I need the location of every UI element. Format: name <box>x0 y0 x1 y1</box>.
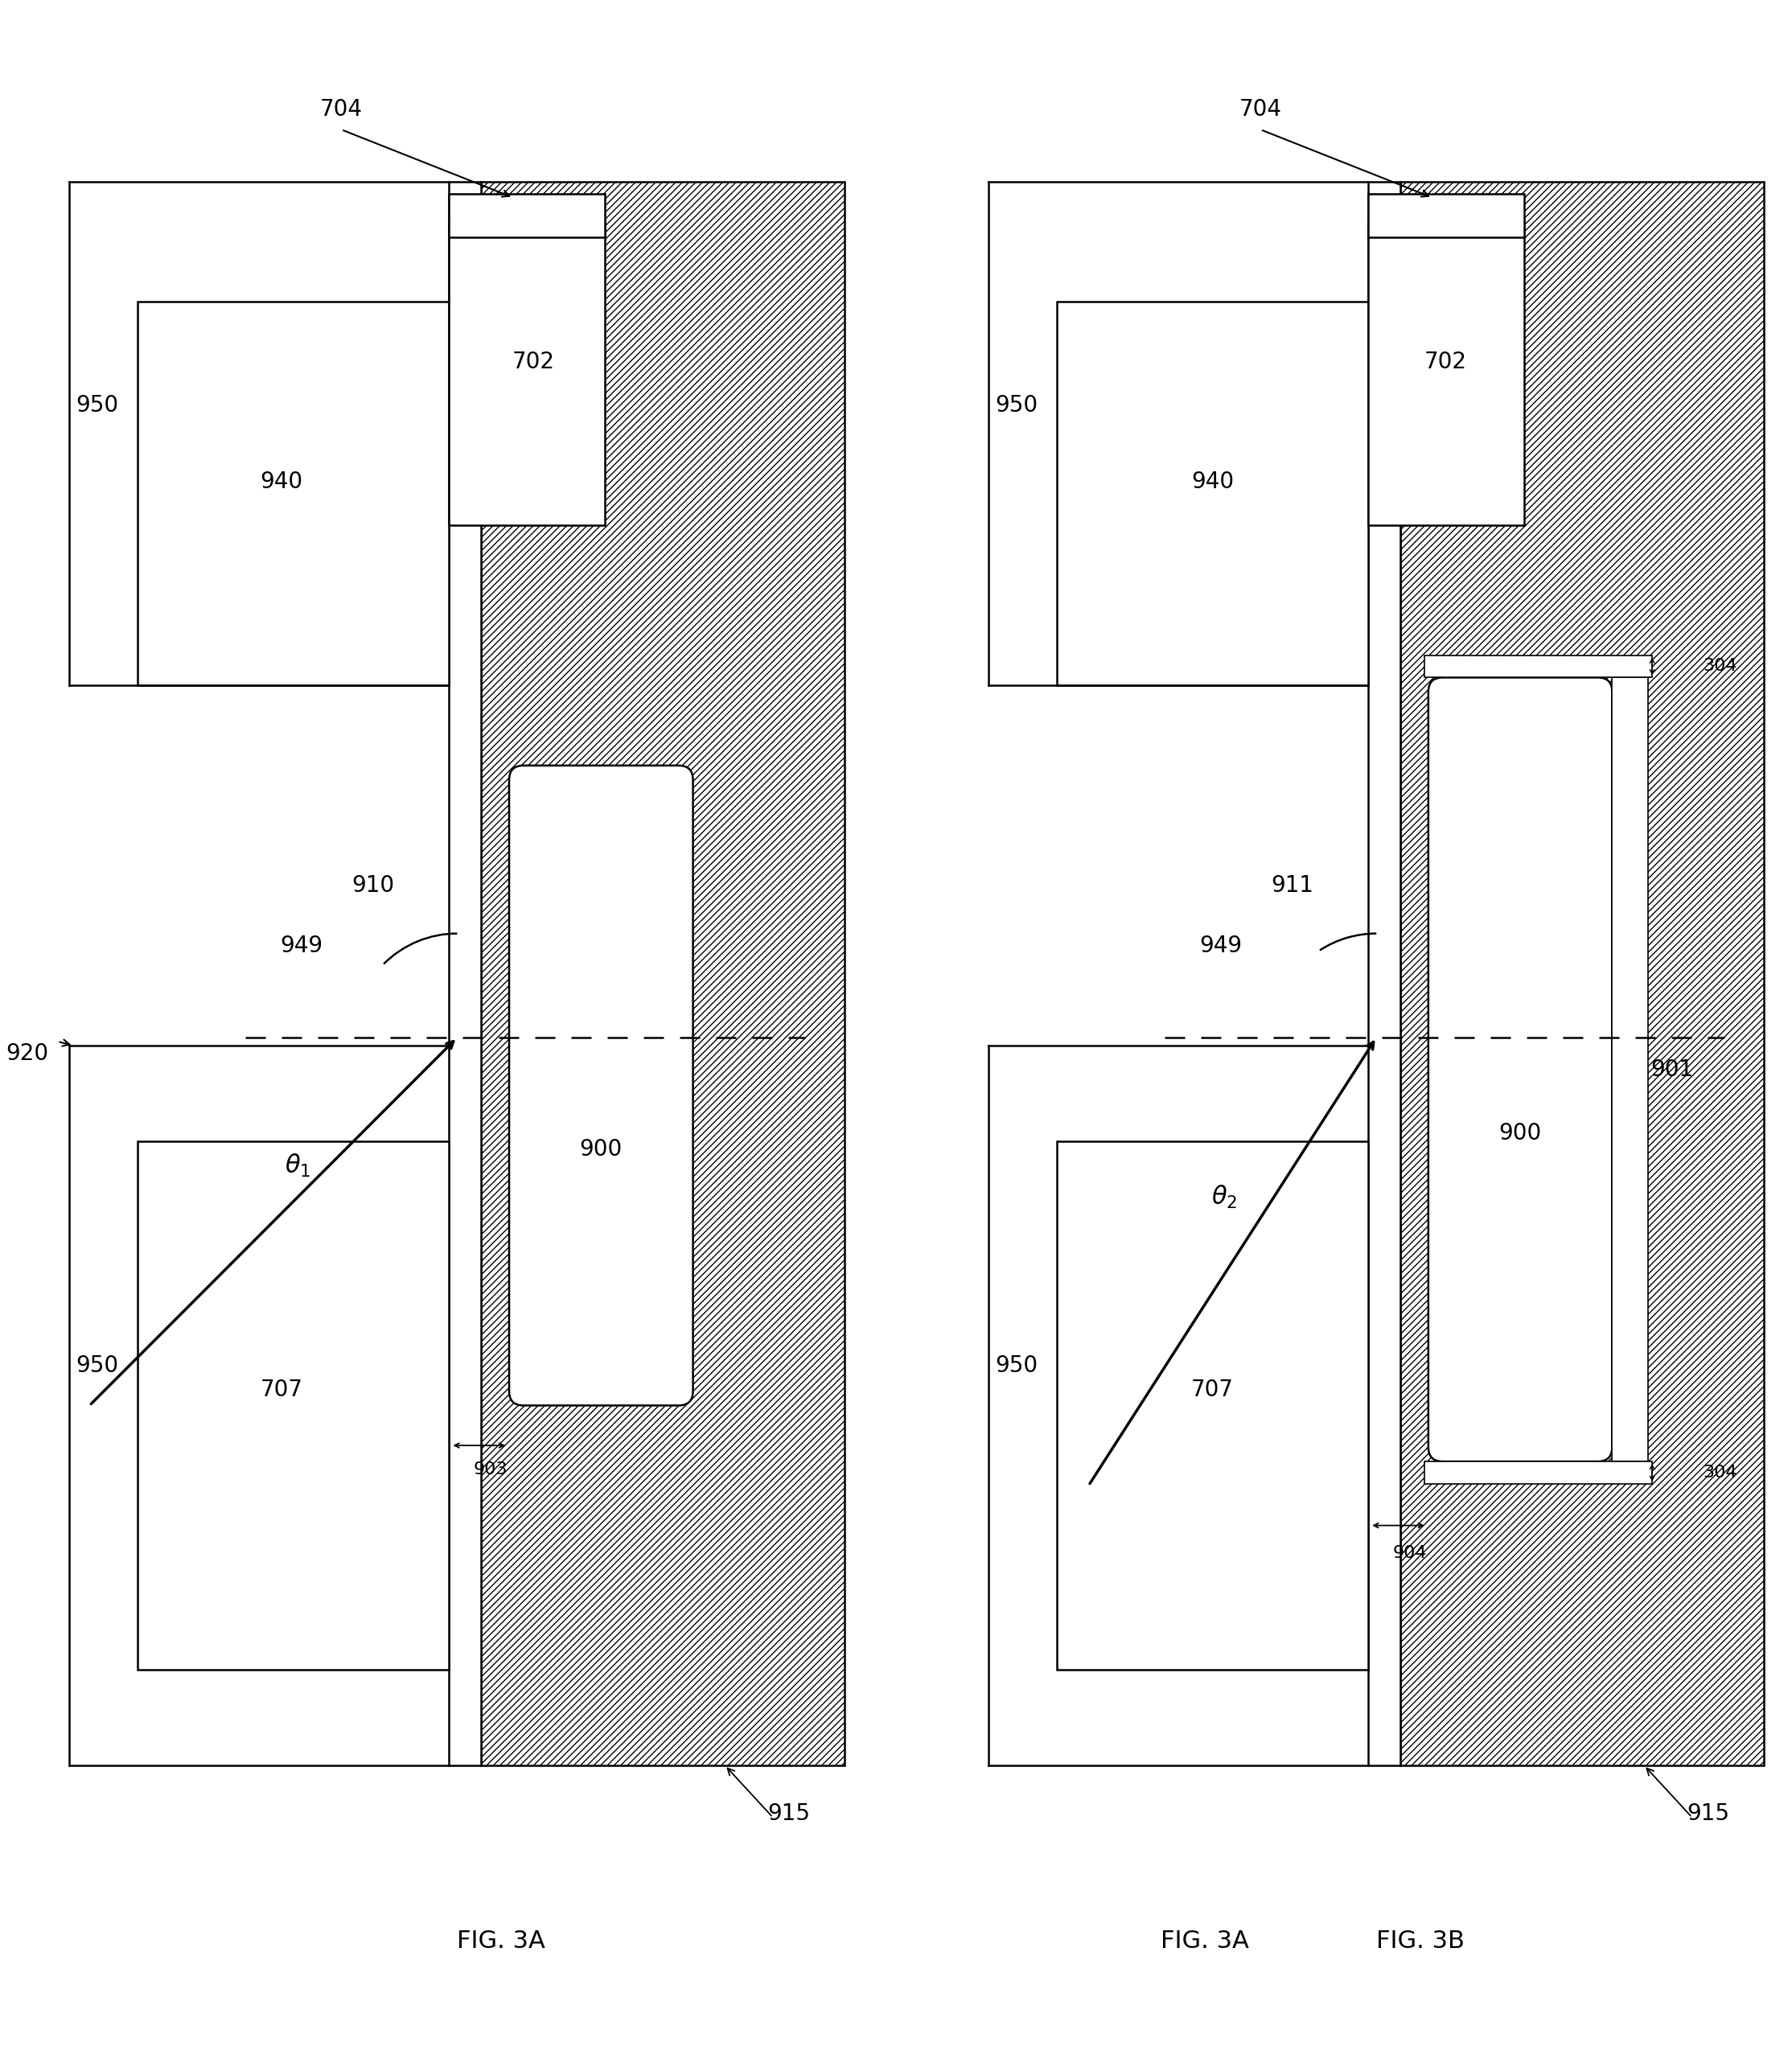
Text: 940: 940 <box>260 470 303 493</box>
Bar <box>450 221 606 526</box>
Text: 910: 910 <box>351 875 394 897</box>
Text: 707: 707 <box>260 1378 303 1401</box>
Text: 900: 900 <box>1498 1122 1541 1145</box>
FancyBboxPatch shape <box>1428 677 1613 1461</box>
Text: 707: 707 <box>1192 1378 1235 1401</box>
Text: 702: 702 <box>513 351 554 373</box>
Bar <box>138 1141 450 1669</box>
Text: FIG. 3A: FIG. 3A <box>1161 1929 1249 1954</box>
Text: 904: 904 <box>1392 1545 1426 1562</box>
Text: 915: 915 <box>767 1803 810 1824</box>
Bar <box>1613 677 1649 1461</box>
Text: FIG. 3B: FIG. 3B <box>1376 1929 1464 1954</box>
Text: 901: 901 <box>1650 1058 1693 1081</box>
Bar <box>482 182 844 1766</box>
Text: FIG. 3A: FIG. 3A <box>457 1929 545 1954</box>
Text: 304: 304 <box>1702 658 1736 675</box>
Text: 915: 915 <box>1686 1803 1729 1824</box>
Bar <box>1425 1461 1652 1483</box>
Text: 950: 950 <box>75 1353 118 1376</box>
Bar <box>138 301 450 685</box>
FancyBboxPatch shape <box>509 765 694 1405</box>
Text: 950: 950 <box>995 1353 1038 1376</box>
Text: $\theta_2$: $\theta_2$ <box>1211 1184 1238 1211</box>
Text: 950: 950 <box>75 394 118 417</box>
Text: 920: 920 <box>5 1042 48 1065</box>
Bar <box>1057 301 1369 685</box>
Text: 911: 911 <box>1271 875 1314 897</box>
Text: 704: 704 <box>321 99 362 122</box>
Text: 702: 702 <box>1425 351 1468 373</box>
Text: 903: 903 <box>473 1461 507 1477</box>
Bar <box>1369 221 1525 526</box>
Text: 704: 704 <box>1238 99 1281 122</box>
Bar <box>450 194 606 237</box>
Text: 949: 949 <box>280 935 323 957</box>
Text: $\theta_1$: $\theta_1$ <box>285 1151 310 1178</box>
Bar <box>1057 1141 1369 1669</box>
Text: 940: 940 <box>1192 470 1235 493</box>
Bar <box>1400 182 1763 1766</box>
Bar <box>1425 656 1652 677</box>
Text: 950: 950 <box>995 394 1038 417</box>
Text: 304: 304 <box>1702 1465 1736 1481</box>
Bar <box>450 182 482 1766</box>
Text: 949: 949 <box>1199 935 1242 957</box>
Bar <box>1369 182 1400 1766</box>
Text: 900: 900 <box>579 1139 622 1161</box>
Bar <box>1369 194 1525 237</box>
